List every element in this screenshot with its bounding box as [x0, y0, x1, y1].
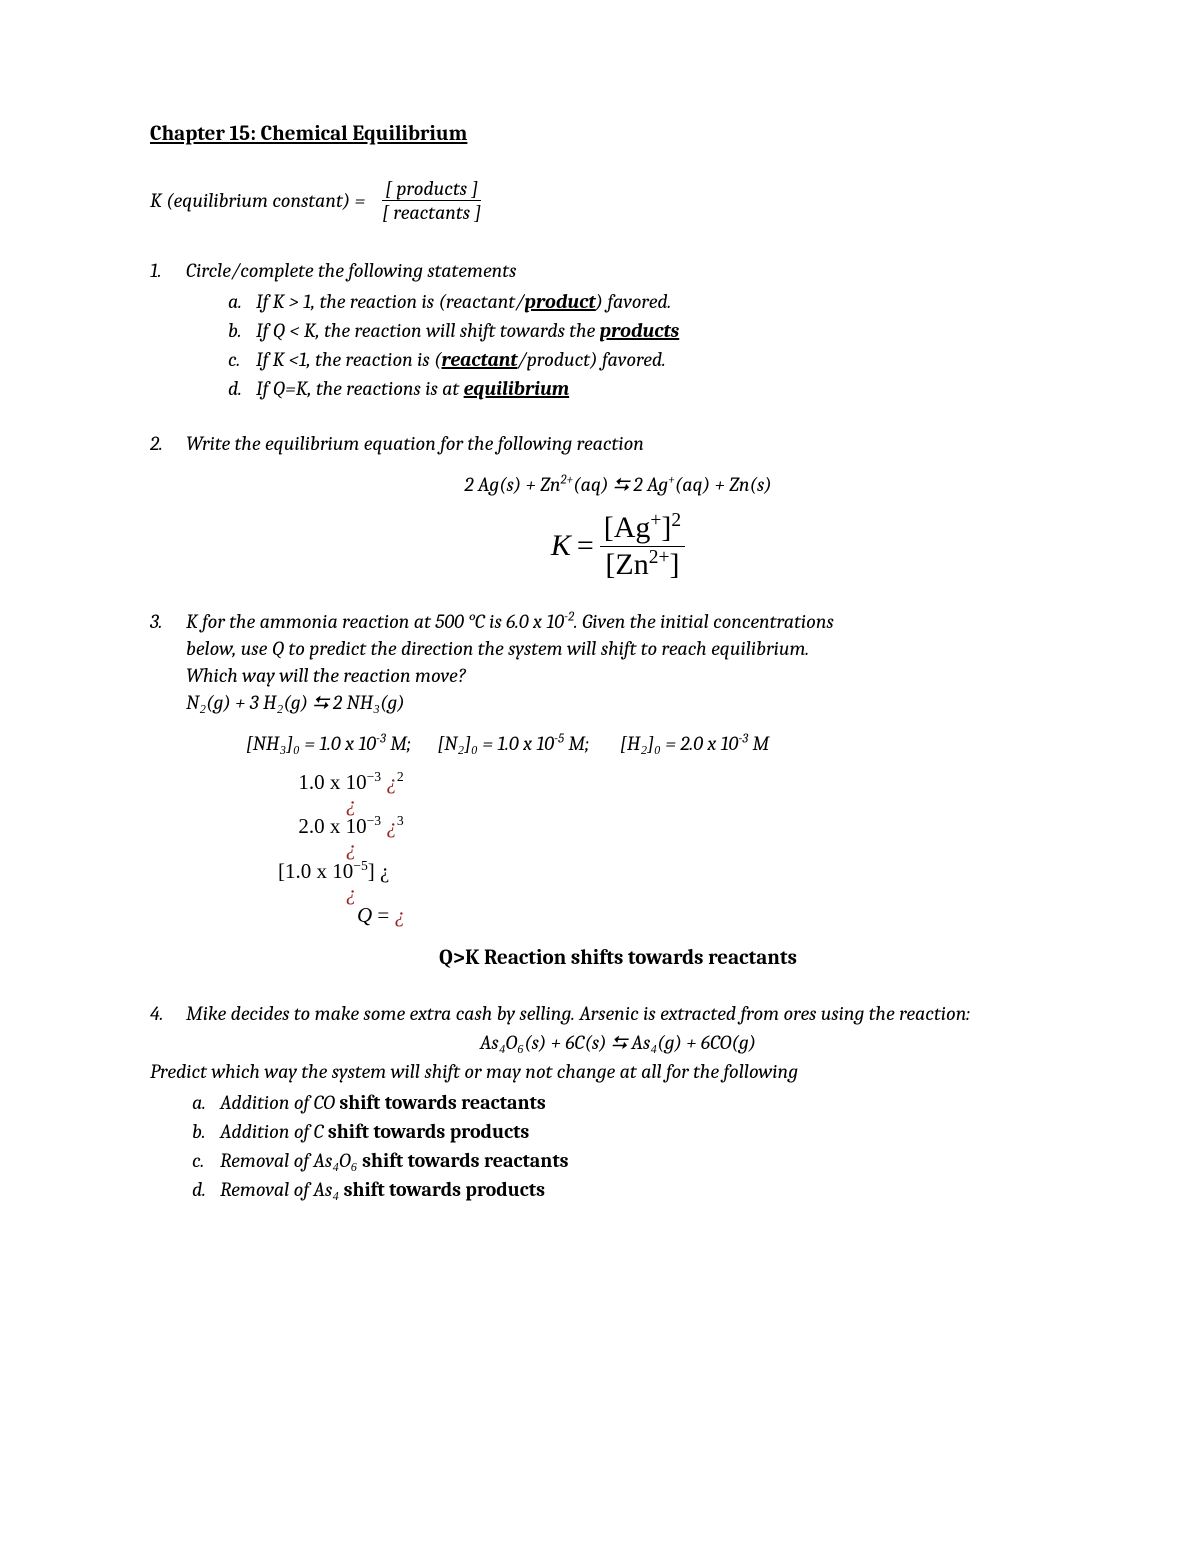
q3-line2: below, use Q to predict the direction th…: [186, 637, 809, 660]
q3-line1: K for the ammonia reaction at 500 °C is …: [186, 610, 834, 633]
document-page: Chapter 15: Chemical Equilibrium K (equi…: [0, 0, 1200, 1553]
q4a: a. Addition of CO shift towards reactant…: [192, 1089, 1050, 1116]
question-4: 4. Mike decides to make some extra cash …: [150, 1000, 1050, 1203]
question-1: 1. Circle/complete the following stateme…: [150, 257, 1050, 402]
q1c: c. If K <1, the reaction is (reactant/pr…: [228, 346, 1050, 373]
q4b: b. Addition of C shift towards products: [192, 1118, 1050, 1145]
q2-marker: 2.: [150, 430, 163, 457]
q2-k-expression: K = [Ag+]2 [Zn2+]: [186, 512, 1050, 580]
chapter-title: Chapter 15: Chemical Equilibrium: [150, 120, 1050, 148]
q3-marker: 3.: [150, 608, 162, 635]
k-def-denominator: [ reactants ]: [379, 201, 484, 223]
k-def-numerator: [ products ]: [382, 178, 481, 201]
question-2: 2. Write the equilibrium equation for th…: [150, 430, 1050, 580]
q1d: d. If Q=K, the reactions is at equilibri…: [228, 375, 1050, 402]
q3-initial-concentrations: [NH₃]₀ = 1.0 x 10-3 M; [N₂]₀ = 1.0 x 10-…: [246, 730, 1050, 757]
q4-subitems: a. Addition of CO shift towards reactant…: [186, 1089, 1050, 1203]
q2-reaction: 2 Ag(s) + Zn2+(aq) ⮀ 2 Ag+(aq) + Zn(s): [186, 471, 1050, 498]
q4-marker: 4.: [150, 1000, 163, 1027]
q4-line1: Mike decides to make some extra cash by …: [186, 1002, 970, 1025]
q4c: c. Removal of As₄O₆ shift towards reacta…: [192, 1147, 1050, 1174]
q4-reaction: As₄O₆(s) + 6C(s) ⮀ As₄(g) + 6CO(g): [186, 1029, 1050, 1056]
q1-subitems: a. If K > 1, the reaction is (reactant/p…: [186, 288, 1050, 402]
q2-text: Write the equilibrium equation for the f…: [186, 432, 644, 455]
question-3: 3. K for the ammonia reaction at 500 °C …: [150, 608, 1050, 972]
q4d: d. Removal of As₄ shift towards products: [192, 1176, 1050, 1203]
q1a: a. If K > 1, the reaction is (reactant/p…: [228, 288, 1050, 315]
q3-calculation: 1.0 x 10−3 ¿2 ¿ 2.0 x 10−3 ¿3 ¿ [1.0 x 1…: [266, 771, 1050, 925]
q3-reaction: N₂(g) + 3 H₂(g) ⮀ 2 NH₃(g): [186, 691, 405, 714]
q3-line3: Which way will the reaction move?: [186, 664, 466, 687]
k-definition: K (equilibrium constant) = [ products ] …: [150, 178, 1050, 223]
q1b: b. If Q < K, the reaction will shift tow…: [228, 317, 1050, 344]
k-def-lhs: K (equilibrium constant) =: [150, 187, 365, 214]
q1-text: Circle/complete the following statements: [186, 259, 516, 282]
k-def-fraction: [ products ] [ reactants ]: [379, 178, 484, 223]
q4-line2: Predict which way the system will shift …: [150, 1058, 1050, 1085]
q3-conclusion: Q>K Reaction shifts towards reactants: [186, 944, 1050, 972]
question-list: 1. Circle/complete the following stateme…: [150, 257, 1050, 1203]
q1-marker: 1.: [150, 257, 162, 284]
